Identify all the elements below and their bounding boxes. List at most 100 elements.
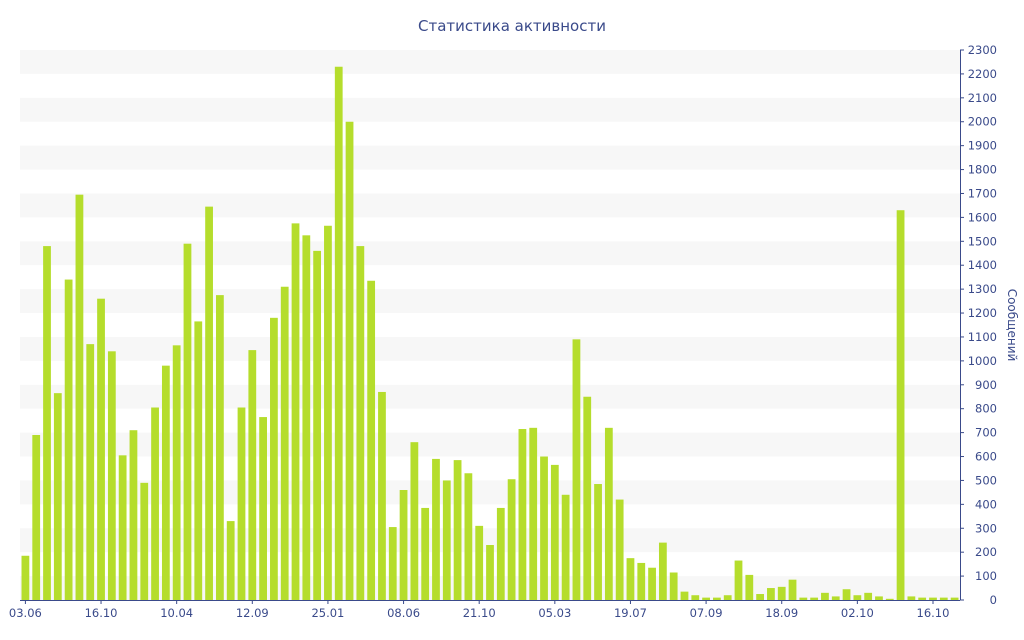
bar [367,280,376,600]
bar [21,555,30,600]
bar [161,365,170,600]
grid-band [20,384,960,409]
y-tick-label: 1000 [968,354,997,368]
bar [32,435,41,600]
bar [550,464,559,600]
bar [885,598,894,600]
bar [75,194,84,600]
bar [53,393,62,600]
bars-group [21,66,959,600]
bar [810,597,819,600]
y-tick-label: 500 [975,473,997,487]
y-tick-label: 900 [975,378,997,392]
bar [64,279,73,600]
bar [226,521,235,600]
bar [442,480,451,600]
bar [215,295,224,600]
y-tick-label: 300 [975,521,997,535]
bar [324,225,332,600]
bar [939,597,948,600]
bar [907,596,916,600]
y-tick-label: 1800 [968,163,997,177]
bar [864,592,873,600]
bar [831,596,840,600]
bar [637,562,646,600]
bar [183,243,192,600]
x-tick-label: 05.03 [538,606,571,620]
bar [767,588,775,600]
bar [583,396,592,600]
y-tick-label: 1200 [968,306,997,320]
bar [702,597,710,600]
bar [464,473,473,600]
bar [853,595,862,600]
bar [918,597,927,600]
x-tick-label: 10.04 [160,606,193,620]
bar [453,460,462,600]
bar [496,507,505,600]
bar [270,317,278,600]
bar [518,429,527,600]
bar [399,490,408,600]
y-tick-label: 1600 [968,210,997,224]
y-tick-label: 1300 [968,282,997,296]
x-tick-labels: 03.06 16.10 10.04 12.09 25.01 08.06 21.10 05.03… [9,600,950,620]
bar [205,206,213,600]
y-tick-label: 2200 [968,67,997,81]
bar [950,597,959,600]
y-tick-label: 100 [975,569,997,583]
bar [929,597,937,600]
x-tick-label: 16.10 [917,606,950,620]
y-tick-label: 1500 [968,234,997,248]
y-tick-label: 2300 [968,43,997,57]
x-tick-label: 21.10 [463,606,496,620]
y-tick-label: 1700 [968,186,997,200]
bar [723,595,732,600]
y-tick-label: 600 [975,450,997,464]
bar [604,427,613,600]
bar [107,351,116,600]
bar [313,250,322,600]
grid-band [20,480,960,505]
y-tick-label: 1100 [968,330,997,344]
bar [475,525,484,600]
y-axis-label: Сообщений [1005,289,1019,362]
bar [745,574,754,600]
bar [507,479,516,600]
bar [788,579,797,600]
bar [572,339,581,600]
x-tick-label: 25.01 [311,606,344,620]
bar [345,121,354,600]
bar [43,246,51,600]
x-tick-label: 18.09 [765,606,798,620]
bar [529,427,538,600]
bar [334,66,343,600]
bar [680,591,689,600]
bar [421,507,430,600]
y-tick-label: 700 [975,426,997,440]
y-tick-labels: 0 100 200 300 400 500 600 700 800 900 1000 1100 1200… [960,43,997,607]
grid-band [20,432,960,457]
bar [237,407,246,600]
bar [280,286,289,600]
grid-bands [20,50,960,600]
bar [194,321,203,600]
x-tick-label: 07.09 [690,606,723,620]
y-tick-label: 1900 [968,139,997,153]
grid-band [20,97,960,122]
bar [432,458,440,600]
grid-band [20,50,960,74]
grid-band [20,193,960,218]
x-tick-label: 19.07 [614,606,647,620]
bar [594,484,602,600]
grid-band [20,145,960,170]
bar [248,350,257,600]
y-tick-label: 800 [975,402,997,416]
bar [140,482,149,600]
bar [615,499,624,600]
bar [388,527,397,600]
y-tick-label: 2100 [968,91,997,105]
bar [151,407,159,600]
x-tick-label: 08.06 [387,606,420,620]
